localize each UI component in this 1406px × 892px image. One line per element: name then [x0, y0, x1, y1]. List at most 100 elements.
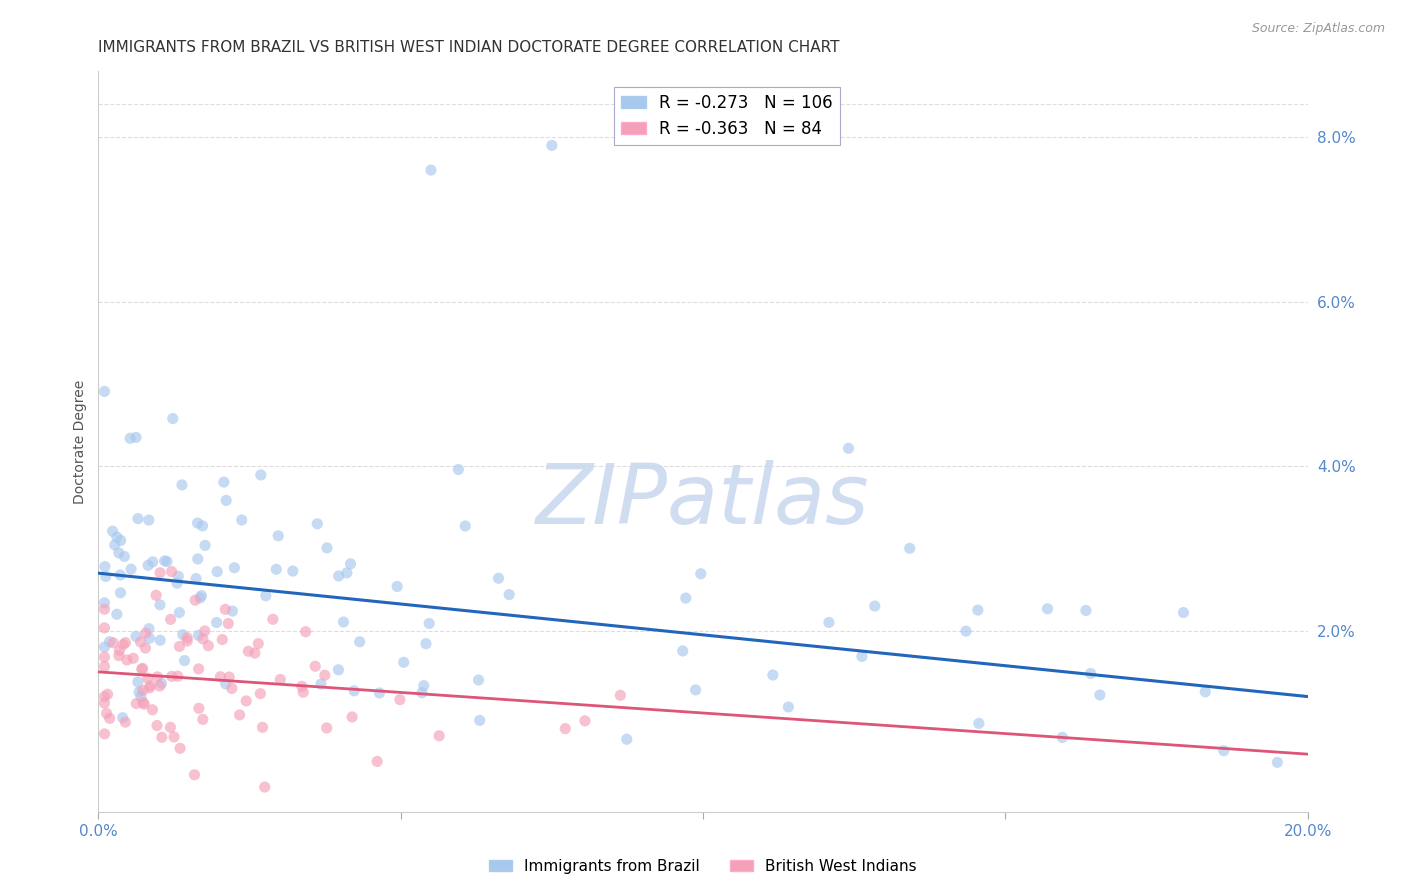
Point — [253, 780, 276, 794]
Point — [114, 635, 136, 649]
Point — [191, 712, 214, 726]
Point — [141, 703, 163, 717]
Point — [215, 677, 238, 691]
Legend: R = -0.273   N = 106, R = -0.363   N = 84: R = -0.273 N = 106, R = -0.363 N = 84 — [614, 87, 839, 145]
Point — [966, 603, 988, 617]
Point — [309, 677, 332, 691]
Point — [153, 554, 176, 568]
Point — [93, 659, 115, 673]
Point — [1212, 744, 1234, 758]
Point — [498, 588, 520, 602]
Point — [385, 579, 408, 593]
Point — [228, 707, 250, 722]
Point — [166, 669, 188, 683]
Point — [183, 768, 205, 782]
Point — [160, 669, 183, 683]
Point — [762, 668, 785, 682]
Point — [1080, 666, 1102, 681]
Point — [169, 606, 191, 620]
Point — [197, 639, 219, 653]
Point — [368, 686, 391, 700]
Point — [128, 685, 150, 699]
Point — [778, 700, 800, 714]
Text: Source: ZipAtlas.com: Source: ZipAtlas.com — [1251, 22, 1385, 36]
Point — [146, 670, 169, 684]
Point — [215, 493, 238, 508]
Point — [93, 727, 115, 741]
Point — [217, 616, 239, 631]
Point — [172, 627, 194, 641]
Point — [328, 569, 350, 583]
Point — [211, 632, 233, 647]
Point — [1036, 601, 1059, 615]
Point — [93, 640, 115, 654]
Point — [125, 629, 148, 643]
Point — [150, 676, 173, 690]
Point — [447, 462, 470, 476]
Point — [169, 640, 191, 654]
Point — [1173, 606, 1195, 620]
Point — [129, 690, 152, 704]
Point — [339, 557, 361, 571]
Point — [415, 637, 437, 651]
Point — [110, 586, 132, 600]
Point — [105, 530, 128, 544]
Point — [281, 564, 304, 578]
Point — [315, 721, 337, 735]
Point — [138, 681, 160, 695]
Point — [574, 714, 596, 728]
Point — [98, 634, 121, 648]
Point — [131, 661, 153, 675]
Point — [146, 718, 169, 732]
Point — [187, 516, 209, 530]
Point — [294, 624, 316, 639]
Point — [269, 673, 291, 687]
Point — [176, 631, 198, 645]
Point — [235, 694, 257, 708]
Point — [316, 541, 339, 555]
Y-axis label: Doctorate Degree: Doctorate Degree — [73, 379, 87, 504]
Point — [93, 690, 115, 704]
Point — [115, 653, 138, 667]
Point — [1088, 688, 1111, 702]
Point — [93, 602, 115, 616]
Point — [108, 643, 131, 657]
Point — [184, 572, 207, 586]
Point — [170, 478, 193, 492]
Point — [149, 633, 172, 648]
Point — [454, 519, 477, 533]
Point — [134, 641, 156, 656]
Point — [93, 696, 115, 710]
Point — [392, 655, 415, 669]
Point — [94, 569, 117, 583]
Legend: Immigrants from Brazil, British West Indians: Immigrants from Brazil, British West Ind… — [482, 853, 924, 880]
Point — [166, 576, 188, 591]
Point — [127, 675, 149, 690]
Point — [159, 720, 181, 734]
Text: IMMIGRANTS FROM BRAZIL VS BRITISH WEST INDIAN DOCTORATE DEGREE CORRELATION CHART: IMMIGRANTS FROM BRAZIL VS BRITISH WEST I… — [98, 40, 839, 55]
Point — [837, 442, 859, 456]
Point — [616, 732, 638, 747]
Point — [388, 692, 411, 706]
Point — [162, 411, 184, 425]
Point — [169, 741, 191, 756]
Point — [221, 681, 243, 696]
Point — [132, 696, 155, 710]
Point — [112, 549, 135, 564]
Point — [221, 604, 243, 618]
Point — [194, 538, 217, 552]
Point — [138, 632, 160, 646]
Point — [194, 624, 217, 638]
Point — [224, 561, 246, 575]
Point — [94, 559, 117, 574]
Point — [145, 588, 167, 602]
Point — [685, 682, 707, 697]
Point — [190, 589, 212, 603]
Point — [187, 662, 209, 676]
Point — [112, 638, 135, 652]
Point — [114, 715, 136, 730]
Point — [93, 650, 115, 665]
Point — [898, 541, 921, 556]
Point — [108, 648, 131, 663]
Point — [254, 589, 277, 603]
